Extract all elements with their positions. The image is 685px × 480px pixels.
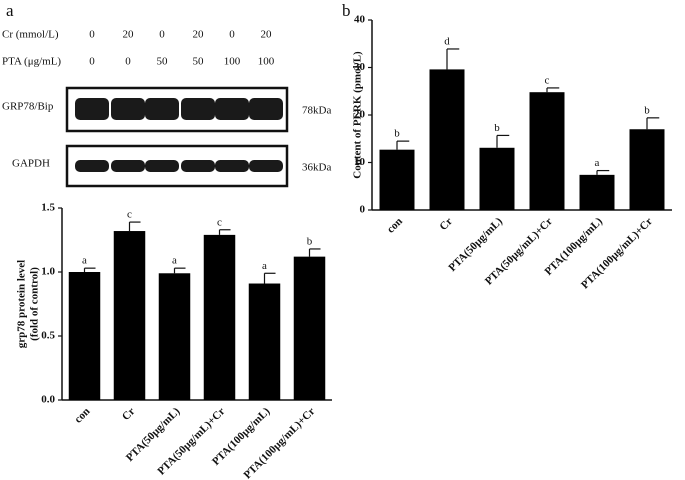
lane-value: 0 [89, 56, 95, 68]
bar [293, 256, 326, 400]
lane-value: 50 [157, 56, 169, 68]
row-label: PTA (μg/mL) [2, 56, 61, 68]
band [75, 98, 109, 120]
lane-value: 0 [89, 29, 95, 41]
panel-label: b [342, 1, 351, 20]
y-tick-label: 0.0 [41, 394, 55, 406]
blot-frame [65, 144, 289, 188]
annotation: a [172, 255, 177, 267]
y-tick-label: 0 [360, 204, 366, 216]
blot-frame [65, 86, 289, 133]
bar [203, 234, 236, 400]
x-tick-label: con [72, 405, 92, 425]
band [111, 98, 145, 120]
band [145, 160, 179, 172]
y-tick-label: 40 [354, 14, 366, 26]
annotation: b [307, 235, 313, 247]
bar [429, 69, 465, 211]
annotation: c [545, 74, 550, 86]
annotation: b [394, 128, 400, 140]
annotation: d [444, 36, 450, 48]
band-size: 36kDa [302, 162, 331, 174]
x-tick-label: Cr [120, 405, 138, 423]
bar [379, 149, 415, 210]
band-label: GRP78/Bip [2, 101, 54, 113]
lane-value: 20 [123, 29, 135, 41]
band [111, 160, 145, 172]
lane-value: 50 [193, 56, 205, 68]
y-tick-label: 1.5 [41, 202, 55, 214]
annotation: a [595, 157, 600, 169]
band [249, 160, 283, 172]
bar [248, 283, 281, 400]
annotation: a [82, 255, 87, 267]
y-tick-label: 10 [354, 156, 366, 168]
bar [113, 231, 146, 400]
band [249, 98, 283, 120]
annotation: b [644, 104, 650, 116]
band [181, 98, 215, 120]
band [215, 98, 249, 120]
lane-value: 20 [193, 29, 205, 41]
lane-value: 100 [224, 56, 241, 68]
panel-label: a [6, 1, 14, 20]
lane-value: 100 [258, 56, 275, 68]
y-axis-label: (fold of control) [29, 267, 41, 341]
row-label: Cr (mmol/L) [2, 29, 59, 41]
band-label: GAPDH [12, 158, 50, 170]
y-tick-label: 1.0 [41, 266, 55, 278]
lane-value: 0 [229, 29, 235, 41]
lane-value: 0 [159, 29, 165, 41]
bar [629, 129, 665, 210]
y-axis-label: grp78 protein level [16, 260, 28, 348]
bar [68, 272, 101, 400]
band [181, 160, 215, 172]
bar [158, 273, 191, 400]
lane-value: 0 [125, 56, 131, 68]
bar [579, 174, 615, 210]
annotation: c [127, 209, 132, 221]
band [75, 160, 109, 172]
band-size: 78kDa [302, 105, 331, 117]
bar [529, 92, 565, 210]
annotation: a [262, 260, 267, 272]
lane-value: 20 [261, 29, 273, 41]
y-tick-label: 0.5 [41, 330, 55, 342]
band [215, 160, 249, 172]
y-axis-label: Content of PERK (pmol/L) [352, 51, 364, 179]
bar [479, 147, 515, 210]
x-tick-label: con [385, 215, 405, 235]
x-tick-label: Cr [437, 215, 455, 233]
annotation: b [494, 122, 500, 134]
y-tick-label: 20 [354, 109, 366, 121]
annotation: c [217, 216, 222, 228]
band [145, 98, 179, 120]
y-tick-label: 30 [354, 61, 366, 73]
